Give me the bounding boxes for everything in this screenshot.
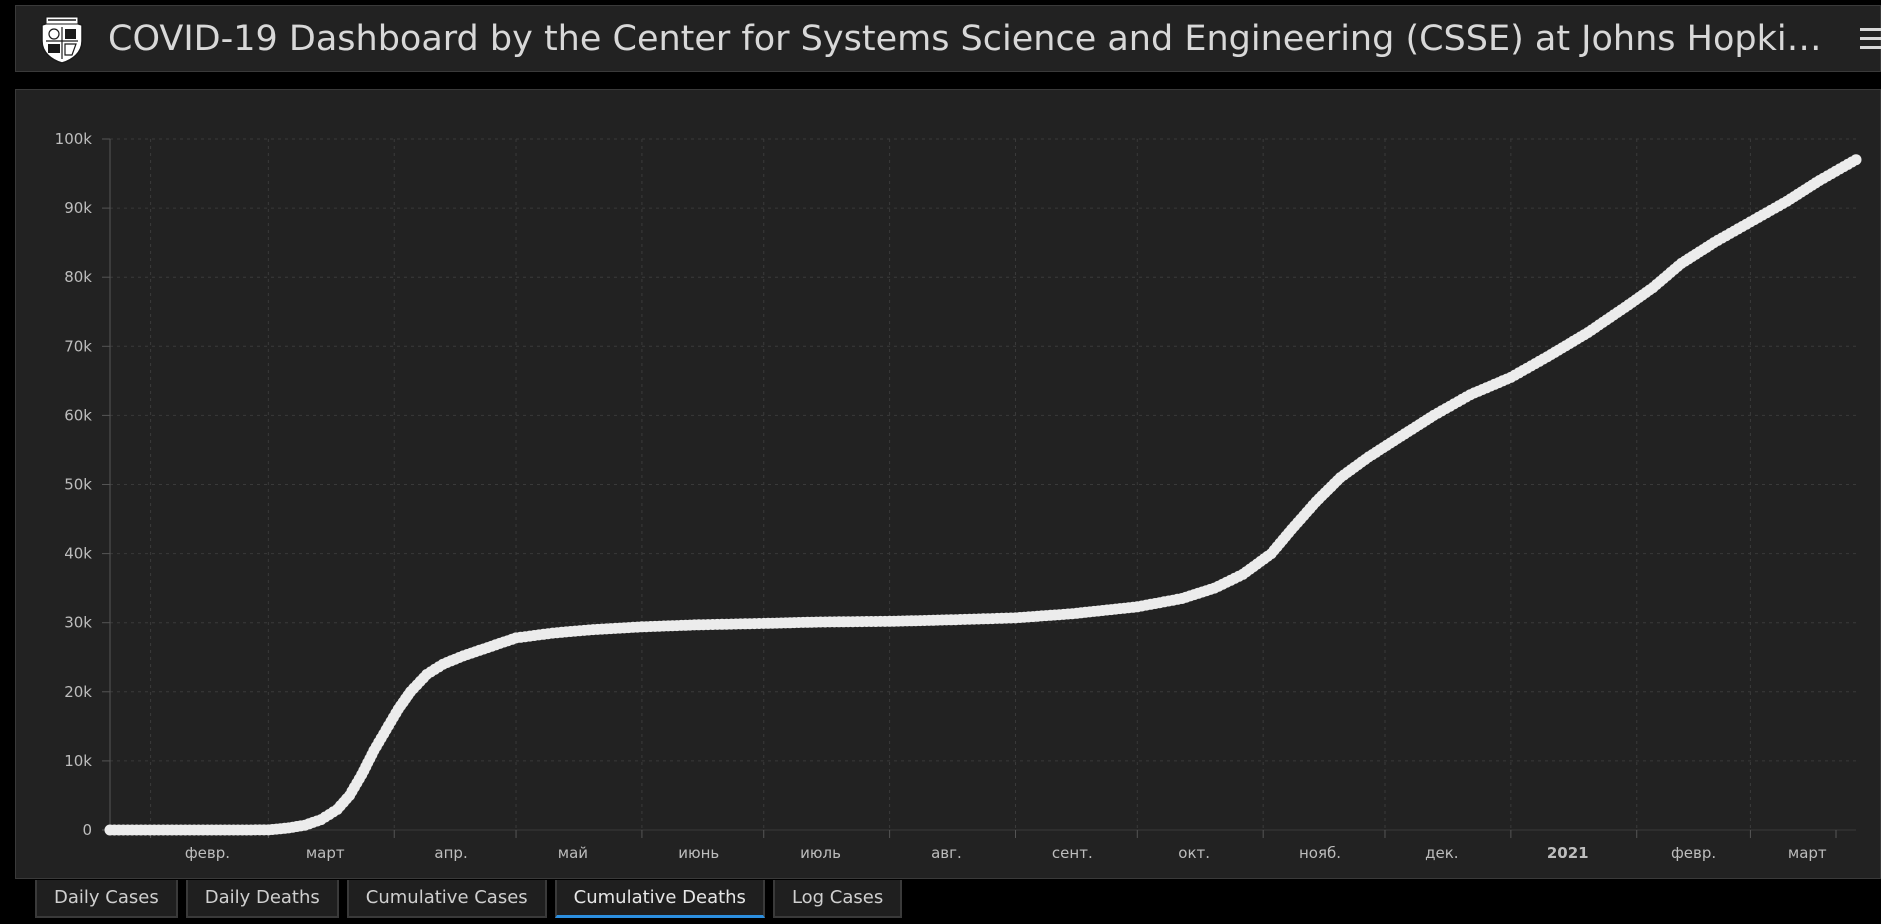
x-tick-label: май bbox=[558, 844, 588, 862]
x-tick-label: нояб. bbox=[1299, 844, 1341, 862]
y-tick-label: 90k bbox=[64, 199, 92, 217]
x-tick-label: апр. bbox=[434, 844, 467, 862]
x-tick-label: март bbox=[1788, 844, 1827, 862]
y-tick-label: 80k bbox=[64, 268, 92, 286]
x-tick-label: дек. bbox=[1425, 844, 1458, 862]
dashboard-title: COVID-19 Dashboard by the Center for Sys… bbox=[108, 19, 1828, 59]
hamburger-menu-icon[interactable] bbox=[1860, 26, 1881, 52]
x-tick-label: июнь bbox=[678, 844, 719, 862]
tab-cumulative-cases[interactable]: Cumulative Cases bbox=[346, 880, 547, 918]
tab-daily-cases[interactable]: Daily Cases bbox=[35, 880, 178, 918]
jhu-shield-icon bbox=[41, 16, 83, 64]
y-tick-label: 20k bbox=[64, 683, 92, 701]
y-tick-label: 40k bbox=[64, 545, 92, 563]
tab-cumulative-deaths[interactable]: Cumulative Deaths bbox=[554, 880, 765, 918]
x-tick-label: июль bbox=[800, 844, 841, 862]
y-tick-label: 60k bbox=[64, 406, 92, 424]
data-point bbox=[1850, 154, 1862, 166]
y-tick-label: 70k bbox=[64, 337, 92, 355]
x-tick-label: авг. bbox=[931, 844, 962, 862]
x-tick-label: окт. bbox=[1178, 844, 1210, 862]
tab-daily-deaths[interactable]: Daily Deaths bbox=[185, 880, 339, 918]
x-tick-label: март bbox=[306, 844, 345, 862]
x-tick-label: февр. bbox=[185, 844, 230, 862]
y-tick-label: 30k bbox=[64, 614, 92, 632]
y-tick-label: 50k bbox=[64, 476, 92, 494]
chart-tabs: Daily Cases Daily Deaths Cumulative Case… bbox=[35, 880, 903, 920]
y-tick-label: 10k bbox=[64, 752, 92, 770]
x-tick-label: сент. bbox=[1052, 844, 1093, 862]
chart-panel: 0 10k 20k 30k 40k 50k 60k 70k 80k 90k 100k февр. мар… bbox=[15, 89, 1881, 879]
x-tick-label: февр. bbox=[1671, 844, 1716, 862]
x-tick-label: 2021 bbox=[1547, 844, 1589, 862]
dashboard-header: COVID-19 Dashboard by the Center for Sys… bbox=[15, 5, 1881, 72]
series-line bbox=[105, 155, 1861, 835]
y-tick-label: 0 bbox=[82, 821, 92, 839]
y-tick-label: 100k bbox=[55, 130, 93, 148]
cumulative-deaths-chart: 0 10k 20k 30k 40k 50k 60k 70k 80k 90k 100k февр. мар… bbox=[55, 130, 1862, 862]
tab-log-cases[interactable]: Log Cases bbox=[772, 880, 903, 918]
